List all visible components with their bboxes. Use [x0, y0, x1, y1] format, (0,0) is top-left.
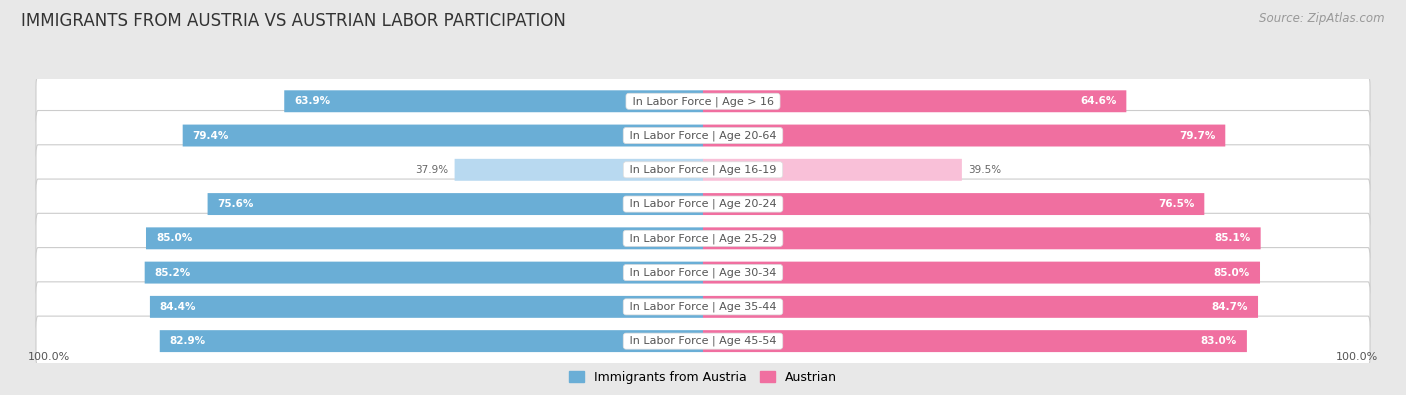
- Text: 85.0%: 85.0%: [156, 233, 193, 243]
- Text: 85.2%: 85.2%: [155, 267, 191, 278]
- FancyBboxPatch shape: [37, 316, 1369, 366]
- Text: In Labor Force | Age 45-54: In Labor Force | Age 45-54: [626, 336, 780, 346]
- Text: 83.0%: 83.0%: [1201, 336, 1237, 346]
- FancyBboxPatch shape: [703, 296, 1258, 318]
- FancyBboxPatch shape: [183, 124, 703, 147]
- FancyBboxPatch shape: [703, 124, 1225, 147]
- FancyBboxPatch shape: [37, 145, 1369, 195]
- FancyBboxPatch shape: [150, 296, 703, 318]
- FancyBboxPatch shape: [703, 261, 1260, 284]
- Legend: Immigrants from Austria, Austrian: Immigrants from Austria, Austrian: [564, 366, 842, 389]
- FancyBboxPatch shape: [145, 261, 703, 284]
- FancyBboxPatch shape: [284, 90, 703, 112]
- Text: 84.4%: 84.4%: [160, 302, 197, 312]
- Text: 82.9%: 82.9%: [170, 336, 205, 346]
- Text: Source: ZipAtlas.com: Source: ZipAtlas.com: [1260, 12, 1385, 25]
- Text: In Labor Force | Age > 16: In Labor Force | Age > 16: [628, 96, 778, 107]
- FancyBboxPatch shape: [703, 193, 1205, 215]
- FancyBboxPatch shape: [703, 228, 1261, 249]
- Text: In Labor Force | Age 30-34: In Labor Force | Age 30-34: [626, 267, 780, 278]
- Text: 100.0%: 100.0%: [28, 352, 70, 362]
- Text: In Labor Force | Age 25-29: In Labor Force | Age 25-29: [626, 233, 780, 244]
- Text: 79.7%: 79.7%: [1180, 130, 1215, 141]
- Text: In Labor Force | Age 16-19: In Labor Force | Age 16-19: [626, 165, 780, 175]
- Text: IMMIGRANTS FROM AUSTRIA VS AUSTRIAN LABOR PARTICIPATION: IMMIGRANTS FROM AUSTRIA VS AUSTRIAN LABO…: [21, 12, 567, 30]
- Text: 64.6%: 64.6%: [1080, 96, 1116, 106]
- FancyBboxPatch shape: [703, 330, 1247, 352]
- FancyBboxPatch shape: [37, 111, 1369, 160]
- FancyBboxPatch shape: [37, 179, 1369, 229]
- FancyBboxPatch shape: [703, 159, 962, 181]
- Text: 84.7%: 84.7%: [1212, 302, 1249, 312]
- Text: 76.5%: 76.5%: [1159, 199, 1195, 209]
- Text: 75.6%: 75.6%: [218, 199, 254, 209]
- Text: 39.5%: 39.5%: [969, 165, 1001, 175]
- FancyBboxPatch shape: [160, 330, 703, 352]
- FancyBboxPatch shape: [208, 193, 703, 215]
- FancyBboxPatch shape: [146, 228, 703, 249]
- FancyBboxPatch shape: [454, 159, 703, 181]
- Text: In Labor Force | Age 35-44: In Labor Force | Age 35-44: [626, 302, 780, 312]
- Text: 37.9%: 37.9%: [415, 165, 449, 175]
- Text: In Labor Force | Age 20-24: In Labor Force | Age 20-24: [626, 199, 780, 209]
- Text: 85.1%: 85.1%: [1215, 233, 1251, 243]
- FancyBboxPatch shape: [37, 76, 1369, 126]
- Text: 63.9%: 63.9%: [294, 96, 330, 106]
- Text: 100.0%: 100.0%: [1336, 352, 1378, 362]
- FancyBboxPatch shape: [703, 90, 1126, 112]
- FancyBboxPatch shape: [37, 282, 1369, 332]
- Text: 85.0%: 85.0%: [1213, 267, 1250, 278]
- FancyBboxPatch shape: [37, 213, 1369, 263]
- Text: In Labor Force | Age 20-64: In Labor Force | Age 20-64: [626, 130, 780, 141]
- FancyBboxPatch shape: [37, 248, 1369, 297]
- Text: 79.4%: 79.4%: [193, 130, 229, 141]
